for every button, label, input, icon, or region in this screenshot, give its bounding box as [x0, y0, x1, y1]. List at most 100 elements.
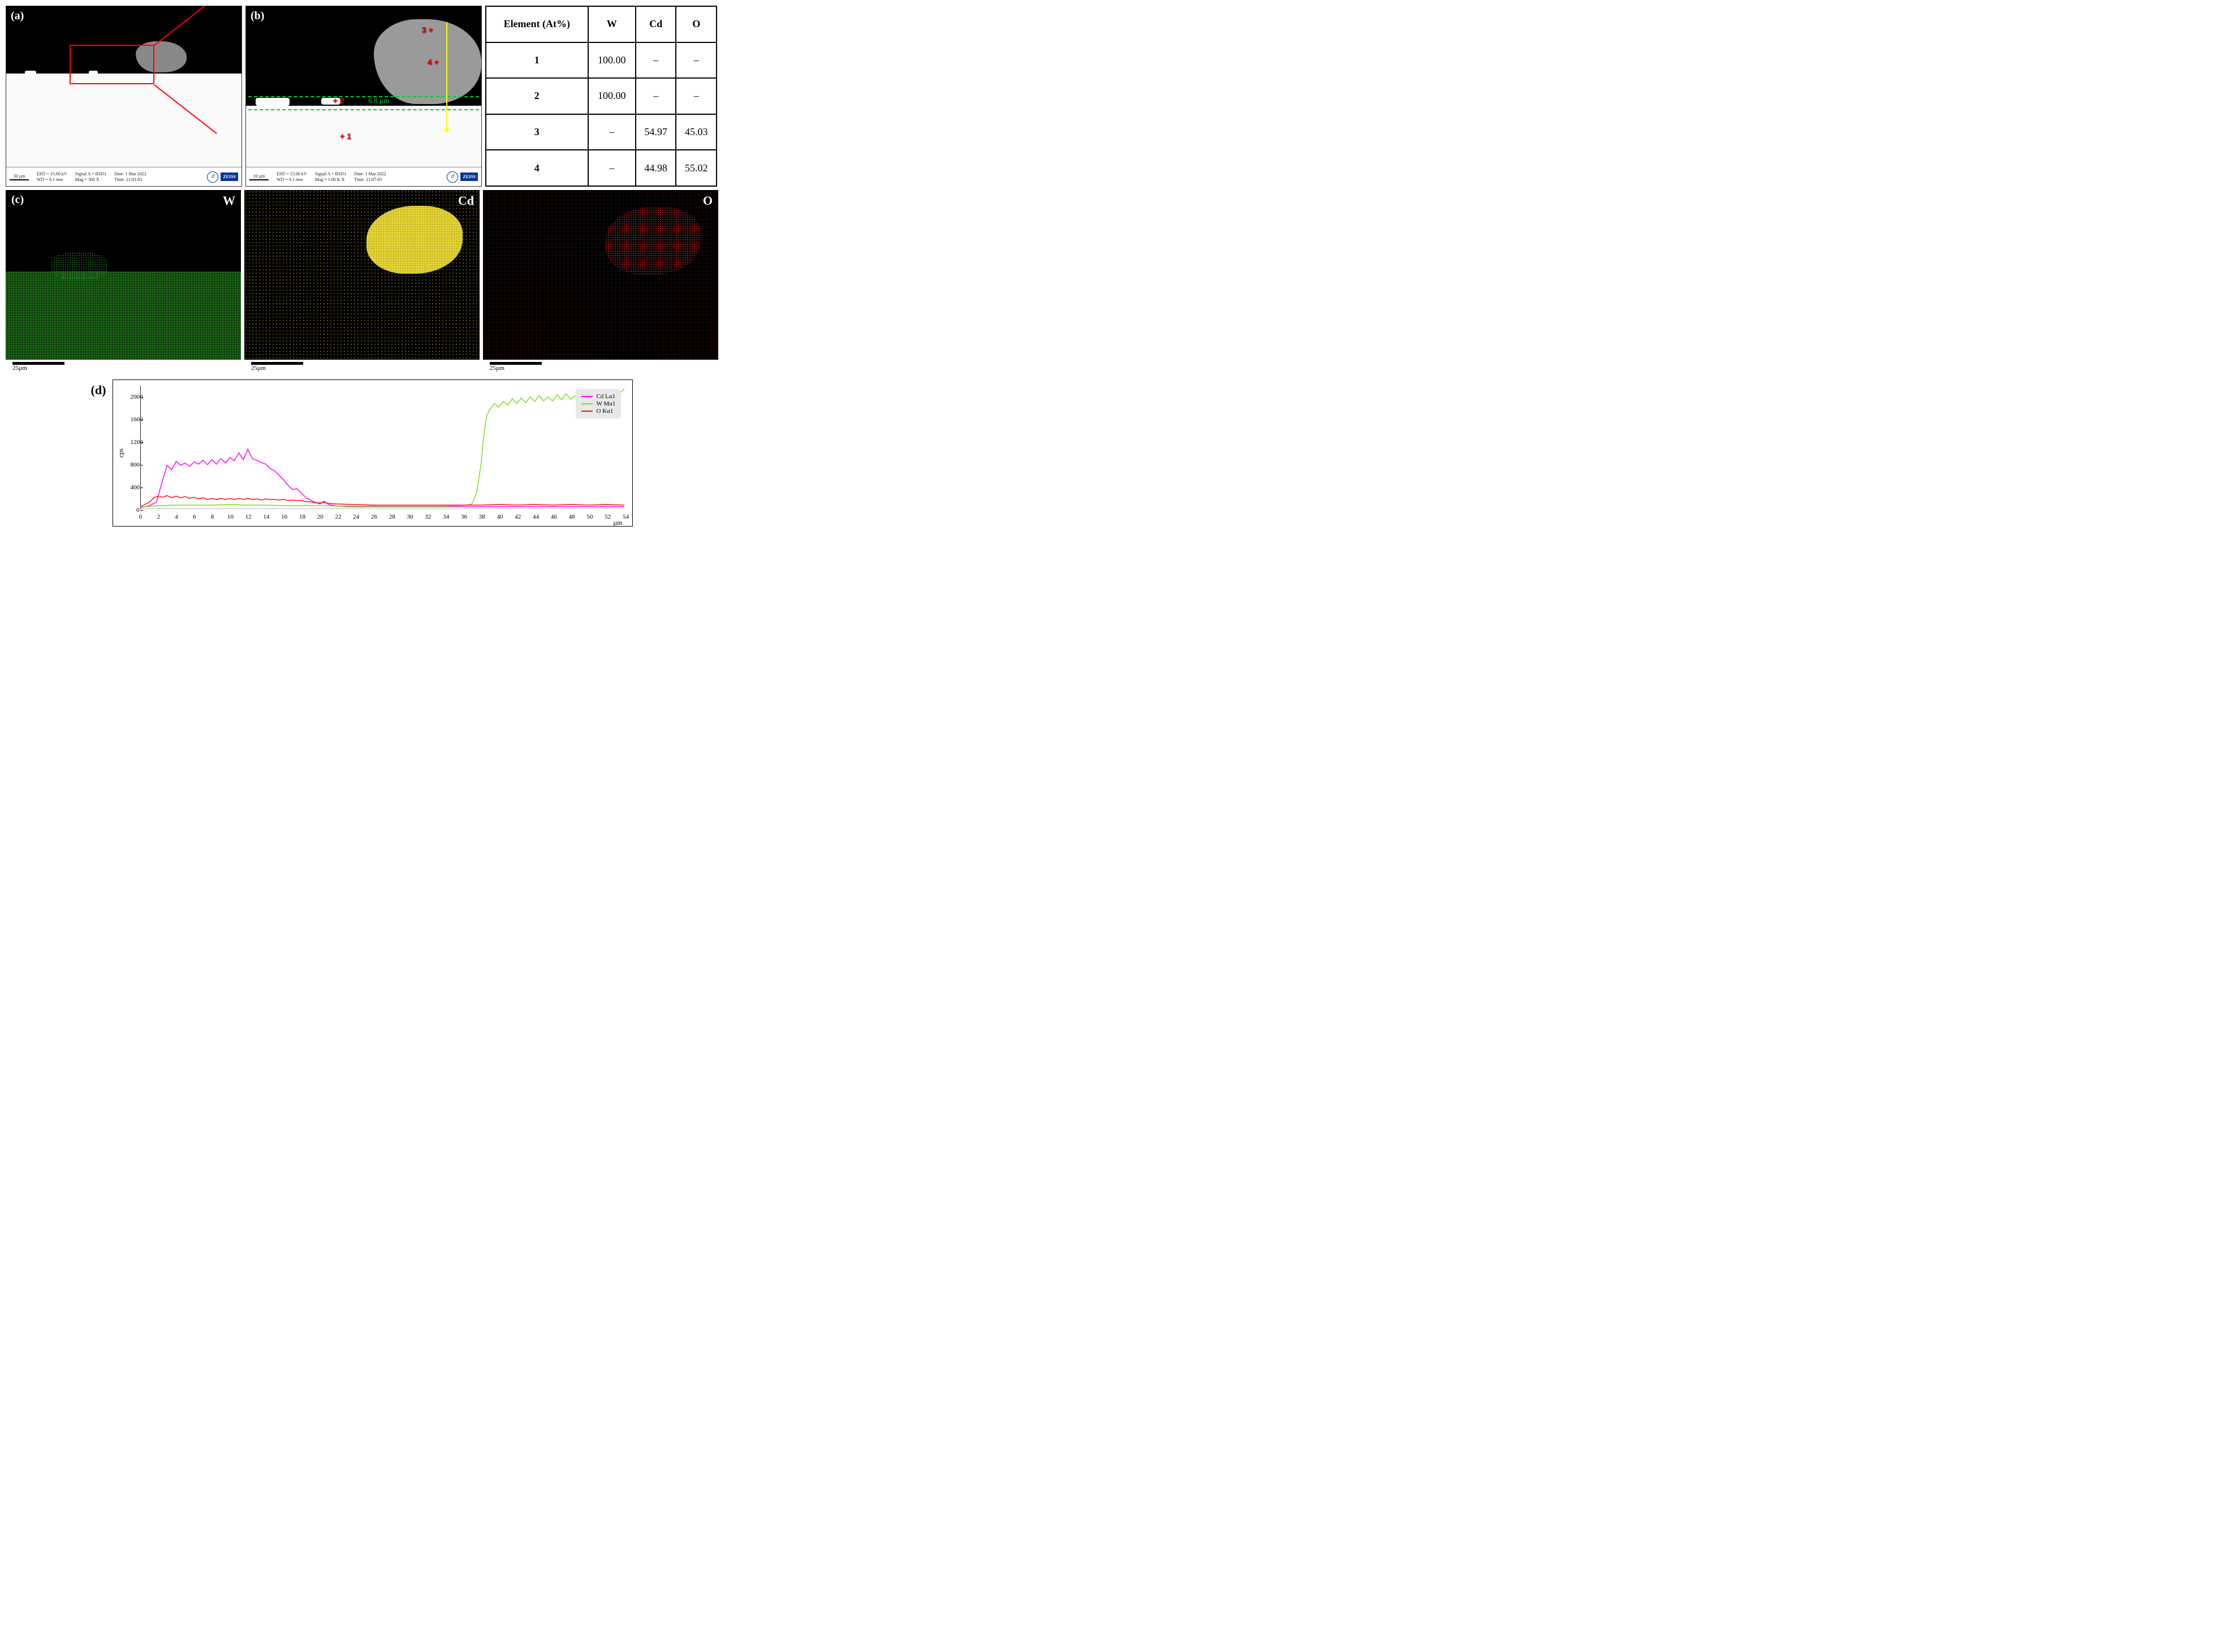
linescan-arrow [446, 22, 447, 130]
chart-legend: Cd Lα1 W Mα1 O Kα1 [576, 389, 621, 419]
linescan-chart: cps µm Cd Lα1 W Mα1 O Kα1 [113, 379, 633, 527]
point-4: 4 + [428, 58, 439, 67]
sem-b-date: Date: 1 Mar 2022 [354, 171, 386, 177]
map-w-blob [51, 252, 107, 281]
sem-a-time: Time: 21:01:02 [114, 177, 146, 183]
map-o-scale: 25µm [483, 360, 718, 372]
leader-line-top [154, 6, 217, 45]
cell-1-cd: – [636, 42, 676, 79]
cell-pt1: 1 [486, 42, 588, 79]
legend-color-w [581, 403, 593, 404]
x-axis-label: µm [613, 519, 622, 527]
panel-a-label: (a) [11, 10, 24, 23]
cell-1-o: – [676, 42, 717, 79]
sem-a-signal: Signal A = BSD1 [75, 171, 106, 177]
sem-image-b: (b) 6.8 µm + 1 + 2 3 + 4 + [246, 6, 481, 167]
sem-a-date: Date: 1 Mar 2022 [114, 171, 146, 177]
cell-2-o: – [676, 78, 717, 114]
row-3: (d) cps µm Cd Lα1 W Mα1 O Kα1 [6, 379, 718, 527]
map-cd-blob [366, 206, 463, 274]
sem-a-substrate [6, 74, 241, 167]
cell-1-w: 100.00 [588, 42, 636, 79]
sem-a-col3: Date: 1 Mar 2022 Time: 21:01:02 [114, 171, 146, 182]
sem-a-info-bar: 30 µm EHT = 15.00 kV WD = 9.1 mm Signal … [6, 167, 241, 186]
point-3: 3 + [422, 25, 433, 34]
sem-b-col1: EHT = 15.00 kV WD = 9.1 mm [277, 171, 307, 182]
panel-b: (b) 6.8 µm + 1 + 2 3 + 4 + [245, 6, 482, 187]
cell-4-w: – [588, 150, 636, 186]
table-row: 4 – 44.98 55.02 [486, 150, 717, 186]
point-2: + 2 [333, 96, 344, 105]
sem-a-spot1 [25, 71, 36, 75]
row-1: (a) 30 µm EHT = 15.00 kV [6, 6, 718, 187]
th-cd: Cd [636, 6, 676, 42]
th-element: Element (At%) [486, 6, 588, 42]
cell-pt3: 3 [486, 114, 588, 150]
table-row: 1 100.00 – – [486, 42, 717, 79]
cell-4-cd: 44.98 [636, 150, 676, 186]
sem-b-col3: Date: 1 Mar 2022 Time: 21:07:03 [354, 171, 386, 182]
map-w-img: (c) W [6, 190, 241, 360]
map-o-scaletext: 25µm [490, 365, 504, 372]
cell-3-o: 45.03 [676, 114, 717, 150]
sem-b-logos: ϑ ZEISS [447, 171, 478, 183]
map-w: (c) W 25µm [6, 190, 241, 372]
legend-label-w: W Mα1 [596, 400, 615, 407]
figure-root: (a) 30 µm EHT = 15.00 kV [6, 6, 718, 527]
map-w-label: W [223, 193, 235, 208]
scale-a: 30 µm [10, 174, 29, 180]
map-o-img: O [483, 190, 718, 360]
measurement-label: 6.8 µm [368, 96, 389, 105]
map-cd-scale: 25µm [244, 360, 480, 372]
scale-a-text: 30 µm [14, 174, 25, 179]
y-axis-label: cps [117, 448, 126, 458]
cell-3-cd: 54.97 [636, 114, 676, 150]
map-w-scaletext: 25µm [12, 365, 27, 372]
th-o: O [676, 6, 717, 42]
sem-a-mag: Mag = 300 X [75, 177, 106, 183]
row-2: (c) W 25µm Cd 25µm O [6, 190, 718, 372]
panel-a: (a) 30 µm EHT = 15.00 kV [6, 6, 242, 187]
cell-pt4: 4 [486, 150, 588, 186]
linescan-svg [140, 386, 624, 509]
legend-o: O Kα1 [581, 408, 615, 415]
cell-pt2: 2 [486, 78, 588, 114]
legend-w: W Mα1 [581, 400, 615, 407]
scale-b-text: 10 µm [253, 174, 265, 179]
sem-a-wd: WD = 9.1 mm [37, 177, 67, 183]
scale-a-bar [10, 179, 29, 180]
map-w-scale: 25µm [6, 360, 241, 372]
map-cd-img: Cd [244, 190, 480, 360]
map-cd-scaletext: 25µm [251, 365, 266, 372]
sem-a-col1: EHT = 15.00 kV WD = 9.1 mm [37, 171, 67, 182]
dashed-line-top [248, 96, 479, 97]
lab-logo-icon-b: ϑ [447, 171, 458, 183]
th-w: W [588, 6, 636, 42]
sem-a-eht: EHT = 15.00 kV [37, 171, 67, 177]
sem-b-info-bar: 10 µm EHT = 15.00 kV WD = 9.1 mm Signal … [246, 167, 481, 186]
table-row: 2 100.00 – – [486, 78, 717, 114]
map-o-blob [605, 207, 701, 275]
sem-b-time: Time: 21:07:03 [354, 177, 386, 183]
sem-b-wd: WD = 9.1 mm [277, 177, 307, 183]
dashed-line-bottom [248, 109, 479, 110]
table-row: 3 – 54.97 45.03 [486, 114, 717, 150]
sem-b-signal: Signal A = BSD1 [315, 171, 346, 177]
eds-table: Element (At%) W Cd O 1 100.00 – – 2 100.… [485, 6, 717, 187]
point-1: + 1 [340, 132, 351, 141]
legend-cd: Cd Lα1 [581, 393, 615, 400]
sem-b-col2: Signal A = BSD1 Mag = 1.00 K X [315, 171, 346, 182]
panel-d-label: (d) [91, 383, 106, 398]
sem-a-logos: ϑ ZEISS [207, 171, 238, 183]
map-w-fill [6, 271, 241, 360]
sem-image-a: (a) [6, 6, 241, 167]
map-cd: Cd 25µm [244, 190, 480, 372]
lab-logo-icon: ϑ [207, 171, 218, 183]
panel-c-label: (c) [11, 193, 24, 206]
legend-label-cd: Cd Lα1 [596, 393, 615, 400]
table-header-row: Element (At%) W Cd O [486, 6, 717, 42]
cell-2-cd: – [636, 78, 676, 114]
sem-b-eht: EHT = 15.00 kV [277, 171, 307, 177]
cell-2-w: 100.00 [588, 78, 636, 114]
sem-b-bright1 [256, 98, 290, 106]
